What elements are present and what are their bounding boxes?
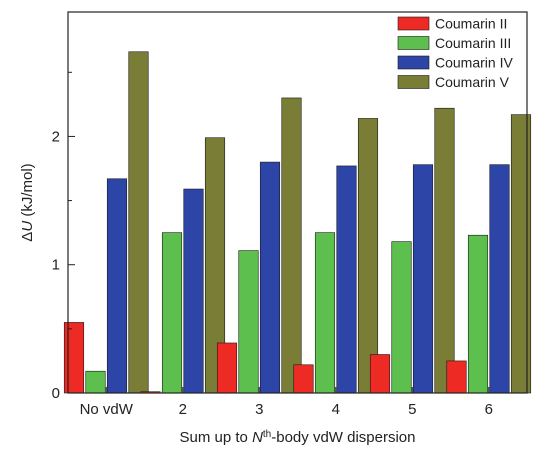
x-tick-label: 6	[485, 401, 493, 418]
x-tick-label: 5	[408, 401, 416, 418]
y-tick-label: 0	[52, 385, 60, 402]
bar-coumarin-iv-4	[336, 165, 357, 394]
bar-coumarin-iv-6	[489, 164, 510, 394]
bar-coumarin-iii-4	[314, 232, 336, 394]
bar-coumarin-iv-2	[183, 188, 204, 394]
legend-swatch-coumarin-v	[397, 75, 430, 89]
legend-label: Coumarin II	[435, 16, 507, 32]
bar-coumarin-ii-no-vdw	[63, 322, 85, 394]
bar-coumarin-ii-5	[369, 354, 391, 394]
legend-swatch-coumarin-iv	[397, 55, 430, 70]
plot-frame	[67, 11, 528, 394]
y-axis-label-unit: (kJ/mol)	[19, 163, 36, 221]
x-tick-label: 4	[332, 401, 340, 418]
x-axis-label-suffix: -body vdW dispersion	[271, 429, 415, 446]
y-axis-label: ΔU (kJ/mol)	[19, 163, 36, 241]
x-axis-label-variable: N	[252, 429, 263, 446]
legend-swatch-coumarin-iii	[397, 36, 430, 50]
legend-label: Coumarin V	[435, 74, 510, 90]
x-axis-label-prefix: Sum up to	[180, 429, 253, 446]
y-axis-label-delta: Δ	[19, 232, 36, 242]
bar-coumarin-iii-3	[238, 250, 259, 394]
x-tick-label: 2	[179, 401, 187, 418]
bar-coumarin-iii-no-vdw	[85, 370, 106, 394]
bar-coumarin-ii-3	[216, 342, 238, 394]
y-tick-label: 1	[52, 257, 60, 274]
y-axis-label-variable: U	[19, 221, 36, 232]
bar-coumarin-ii-6	[446, 360, 467, 394]
bar-coumarin-iv-no-vdw	[106, 178, 128, 394]
legend-swatch-coumarin-ii	[397, 16, 430, 31]
bar-coumarin-iii-5	[391, 241, 412, 394]
x-tick-label: No vdW	[80, 401, 134, 418]
x-axis-label-superscript: th	[263, 429, 271, 440]
bar-coumarin-v-3	[281, 97, 302, 394]
bar-coumarin-v-6	[510, 114, 532, 394]
bar-coumarin-iv-5	[412, 164, 434, 394]
y-tick-label: 2	[52, 128, 60, 145]
x-axis-label: Sum up to Nth-body vdW dispersion	[180, 429, 416, 447]
bar-coumarin-ii-4	[293, 364, 314, 394]
bars-group	[63, 51, 532, 394]
bar-coumarin-iv-3	[259, 161, 281, 394]
bar-coumarin-iii-2	[161, 232, 183, 394]
x-tick-label: 3	[255, 401, 263, 418]
bar-coumarin-v-4	[357, 118, 379, 394]
legend-label: Coumarin IV	[435, 55, 513, 71]
bar-coumarin-v-5	[434, 107, 455, 394]
legend-label: Coumarin III	[435, 35, 511, 51]
legend: Coumarin II Coumarin III Coumarin IV Coumar…	[397, 16, 513, 90]
bar-coumarin-v-no-vdw	[128, 51, 149, 394]
ticks-group: No vdW 2 3 4 5 6 0 1 2	[52, 71, 493, 418]
bar-coumarin-iii-6	[467, 234, 489, 394]
